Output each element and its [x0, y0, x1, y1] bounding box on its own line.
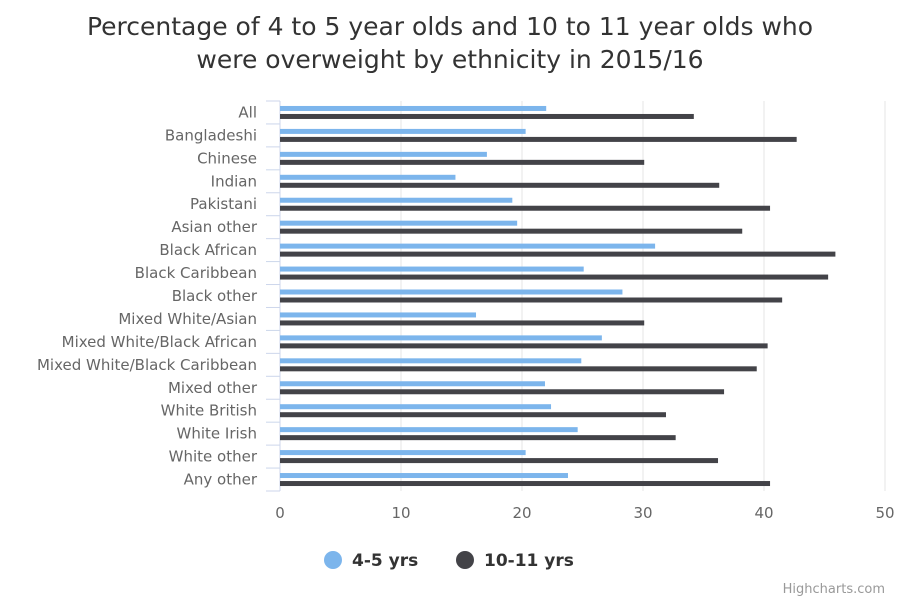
bar-4-5-yrs[interactable]: [280, 105, 547, 111]
legend-label: 4-5 yrs: [352, 551, 418, 571]
bar-10-11-yrs[interactable]: [280, 136, 797, 142]
legend[interactable]: 4-5 yrs 10-11 yrs: [324, 551, 574, 571]
legend-label: 10-11 yrs: [484, 551, 574, 571]
bar-4-5-yrs[interactable]: [280, 197, 513, 203]
bar-4-5-yrs[interactable]: [280, 151, 487, 157]
bar-10-11-yrs[interactable]: [280, 481, 771, 487]
legend-marker: [456, 551, 474, 569]
bar-4-5-yrs[interactable]: [280, 427, 578, 433]
category-label: Mixed White/Black Caribbean: [37, 356, 257, 374]
bar-4-5-yrs[interactable]: [280, 128, 526, 134]
credits-link[interactable]: Highcharts.com: [783, 582, 885, 597]
x-tick-label: 40: [754, 504, 773, 522]
bar-10-11-yrs[interactable]: [280, 343, 768, 349]
bar-10-11-yrs[interactable]: [280, 320, 645, 326]
legend-marker: [324, 551, 342, 569]
bar-4-5-yrs[interactable]: [280, 174, 456, 180]
category-label: Black Caribbean: [135, 264, 257, 282]
bar-4-5-yrs[interactable]: [280, 358, 582, 364]
bar-10-11-yrs[interactable]: [280, 435, 676, 441]
bar-4-5-yrs[interactable]: [280, 220, 518, 226]
x-tick-label: 10: [391, 504, 410, 522]
bar-10-11-yrs[interactable]: [280, 205, 771, 211]
chart-title-line-1: Percentage of 4 to 5 year olds and 10 to…: [87, 12, 813, 41]
bar-4-5-yrs[interactable]: [280, 404, 552, 410]
category-label: Black other: [172, 287, 258, 305]
category-label: Bangladeshi: [165, 126, 257, 144]
bar-4-5-yrs[interactable]: [280, 335, 602, 341]
category-label: Any other: [184, 471, 258, 489]
x-tick-label: 30: [633, 504, 652, 522]
x-tick-label: 0: [275, 504, 285, 522]
bar-10-11-yrs[interactable]: [280, 251, 836, 257]
legend-item[interactable]: 4-5 yrs: [324, 551, 418, 571]
category-label: Asian other: [171, 218, 258, 236]
x-tick-label: 50: [875, 504, 894, 522]
bar-10-11-yrs[interactable]: [280, 366, 757, 372]
bar-10-11-yrs[interactable]: [280, 182, 720, 188]
category-label: Mixed White/Asian: [118, 310, 257, 328]
bar-4-5-yrs[interactable]: [280, 243, 656, 249]
bar-4-5-yrs[interactable]: [280, 381, 545, 387]
bar-4-5-yrs[interactable]: [280, 450, 526, 456]
bar-4-5-yrs[interactable]: [280, 289, 623, 295]
category-label: Black African: [159, 241, 257, 259]
bar-10-11-yrs[interactable]: [280, 274, 829, 280]
bar-4-5-yrs[interactable]: [280, 266, 584, 272]
bar-4-5-yrs[interactable]: [280, 312, 477, 318]
grid-lines: [279, 101, 886, 491]
category-label: All: [238, 103, 257, 121]
category-label: Mixed other: [168, 379, 258, 397]
bar-10-11-yrs[interactable]: [280, 412, 666, 418]
value-axis: 0 10 20 30 40 50: [275, 504, 894, 522]
bar-4-5-yrs[interactable]: [280, 473, 568, 479]
category-label: White Irish: [177, 425, 257, 443]
category-label: Mixed White/Black African: [62, 333, 257, 351]
category-label: White British: [161, 402, 257, 420]
category-labels: All Bangladeshi Chinese Indian Pakistani Asia…: [37, 103, 258, 488]
category-label: Chinese: [197, 149, 257, 167]
legend-item[interactable]: 10-11 yrs: [456, 551, 574, 571]
bar-10-11-yrs[interactable]: [280, 458, 719, 464]
bars: [280, 105, 836, 487]
category-axis: [266, 100, 281, 492]
bar-10-11-yrs[interactable]: [280, 228, 743, 234]
bar-10-11-yrs[interactable]: [280, 159, 645, 165]
bar-10-11-yrs[interactable]: [280, 113, 694, 119]
category-label: White other: [169, 448, 258, 466]
chart-title-line-2: were overweight by ethnicity in 2015/16: [196, 45, 703, 74]
bar-10-11-yrs[interactable]: [280, 389, 725, 395]
category-label: Pakistani: [190, 195, 257, 213]
x-tick-label: 20: [512, 504, 531, 522]
bar-10-11-yrs[interactable]: [280, 297, 783, 303]
category-label: Indian: [211, 172, 257, 190]
